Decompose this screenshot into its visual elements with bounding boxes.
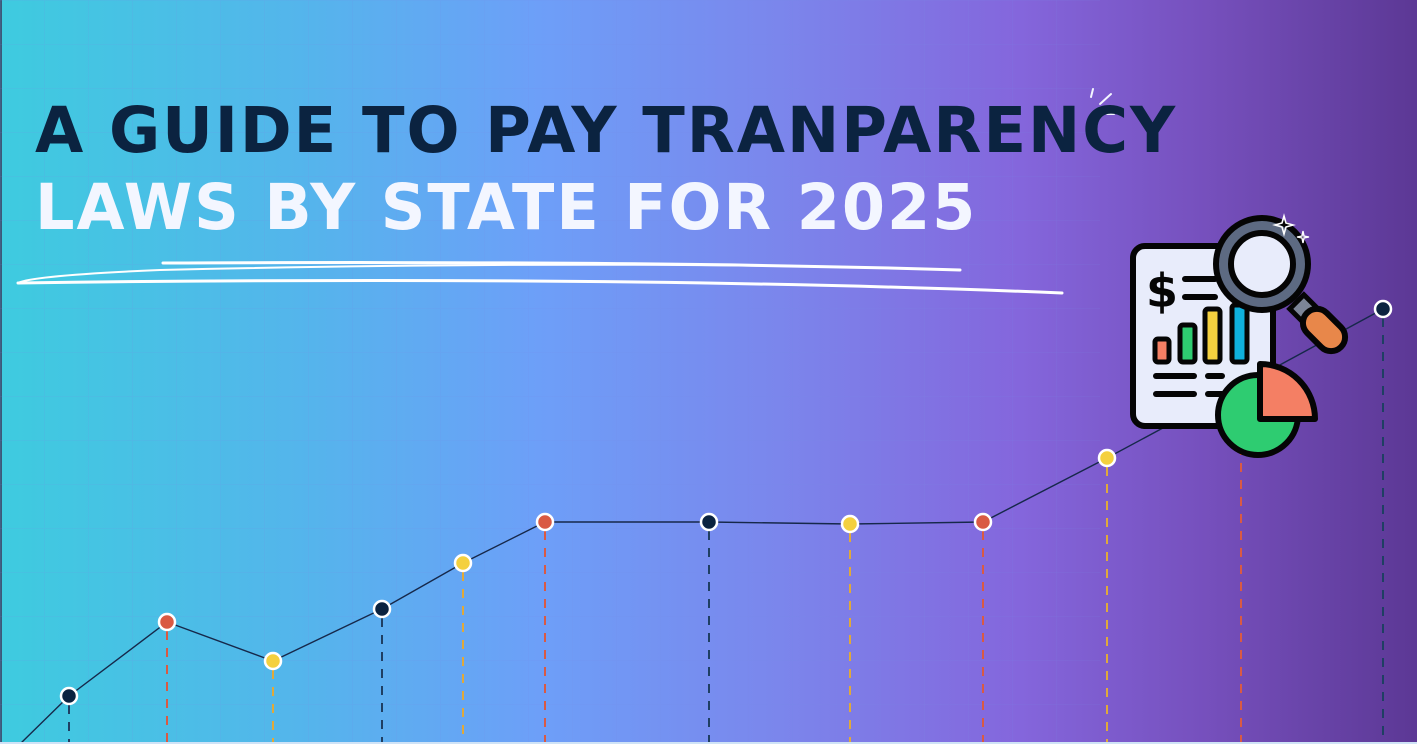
data-point bbox=[699, 512, 719, 532]
data-point bbox=[453, 553, 473, 573]
magnifying-glass-icon bbox=[1213, 215, 1349, 355]
sparkle-icon bbox=[1272, 213, 1310, 244]
data-point bbox=[157, 612, 177, 632]
pie-chart-icon bbox=[1215, 361, 1318, 458]
data-point bbox=[535, 512, 555, 532]
left-edge-border bbox=[0, 0, 2, 742]
title-line-1: A GUIDE TO PAY TRANPARENCY bbox=[35, 94, 1178, 167]
data-point bbox=[1373, 299, 1393, 319]
background-grid bbox=[0, 0, 1100, 742]
data-point bbox=[372, 599, 392, 619]
data-point bbox=[263, 651, 283, 671]
sparkle-marks-icon bbox=[1090, 88, 1115, 115]
data-point bbox=[59, 686, 79, 706]
title-line-2: LAWS BY STATE FOR 2025 bbox=[35, 171, 978, 244]
data-point bbox=[973, 512, 993, 532]
dollar-sign-icon: $ bbox=[1146, 264, 1178, 318]
scribble-underline bbox=[16, 261, 1064, 295]
data-point bbox=[1097, 448, 1117, 468]
data-point bbox=[840, 514, 860, 534]
